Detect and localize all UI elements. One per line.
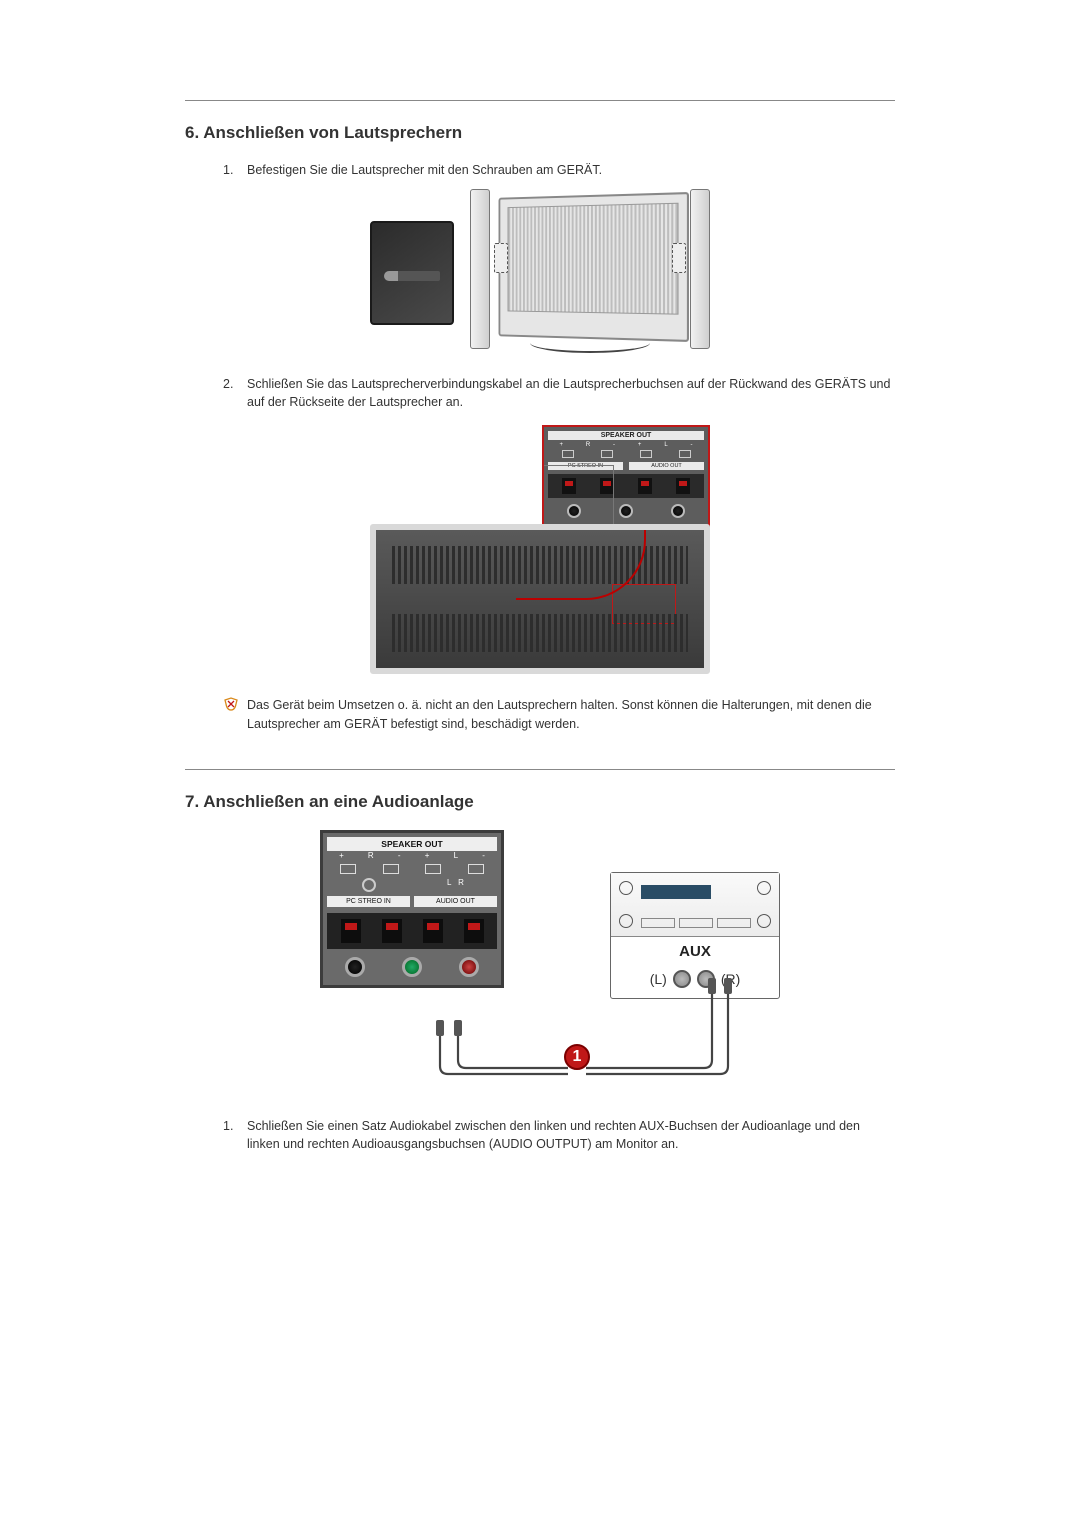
aux-left-jack xyxy=(673,970,691,988)
warning-text: Das Gerät beim Umsetzen o. ä. nicht an d… xyxy=(247,696,895,732)
tv-rear-panel-illustration xyxy=(370,524,710,674)
aux-left-label: (L) xyxy=(650,971,667,987)
aux-right-label: (R) xyxy=(721,971,740,987)
section-7-heading: 7. Anschließen an eine Audioanlage xyxy=(185,792,895,812)
aux-label: AUX xyxy=(615,943,775,960)
section-divider xyxy=(185,769,895,770)
speaker-out-label: SPEAKER OUT xyxy=(548,431,704,440)
section-6-step-1: 1. Befestigen Sie die Lautsprecher mit d… xyxy=(185,161,895,179)
speaker-out-label: SPEAKER OUT xyxy=(327,837,497,851)
figure-speaker-mount xyxy=(185,193,895,353)
step-text: Schließen Sie das Lautsprecherverbindung… xyxy=(247,375,895,411)
warning-icon xyxy=(223,696,247,732)
figure-speaker-wiring: SPEAKER OUT +R-+L- PC STREO INAUDIO OUT xyxy=(185,425,895,674)
audio-system-illustration: AUX (L) (R) xyxy=(610,872,780,999)
step-number: 1. xyxy=(223,1117,247,1153)
section-6-step-2: 2. Schließen Sie das Lautsprecherverbind… xyxy=(185,375,895,411)
aux-right-jack xyxy=(697,970,715,988)
audio-out-label: AUDIO OUT xyxy=(414,896,497,907)
tv-back-with-speakers-illustration xyxy=(470,193,710,353)
step-text: Befestigen Sie die Lautsprecher mit den … xyxy=(247,161,895,179)
step-number: 2. xyxy=(223,375,247,411)
step-text: Schließen Sie einen Satz Audiokabel zwis… xyxy=(247,1117,895,1153)
step-number: 1. xyxy=(223,161,247,179)
screw-illustration xyxy=(370,221,454,325)
figure-audio-system-wiring: SPEAKER OUT +R-+L- L R PC STREO INAUDIO … xyxy=(185,830,895,1095)
monitor-terminal-panel: SPEAKER OUT +R-+L- L R PC STREO INAUDIO … xyxy=(320,830,504,988)
callout-marker-1: 1 xyxy=(564,1044,590,1070)
section-6-warning-note: Das Gerät beim Umsetzen o. ä. nicht an d… xyxy=(185,696,895,732)
section-divider xyxy=(185,100,895,101)
pc-stereo-in-label: PC STREO IN xyxy=(327,896,410,907)
section-6-heading: 6. Anschließen von Lautsprechern xyxy=(185,123,895,143)
section-7-step-1: 1. Schließen Sie einen Satz Audiokabel z… xyxy=(185,1117,895,1153)
terminal-panel-inset: SPEAKER OUT +R-+L- PC STREO INAUDIO OUT xyxy=(542,425,710,528)
